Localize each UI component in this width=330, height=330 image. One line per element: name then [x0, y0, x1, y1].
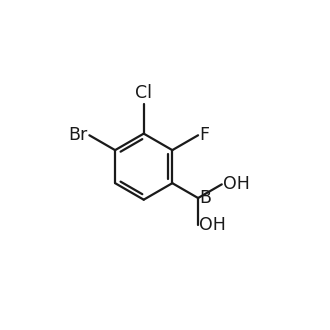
Text: OH: OH [199, 216, 226, 234]
Text: OH: OH [223, 175, 250, 193]
Text: B: B [199, 189, 211, 207]
Text: F: F [200, 126, 210, 144]
Text: Br: Br [69, 126, 88, 144]
Text: Cl: Cl [135, 84, 152, 102]
